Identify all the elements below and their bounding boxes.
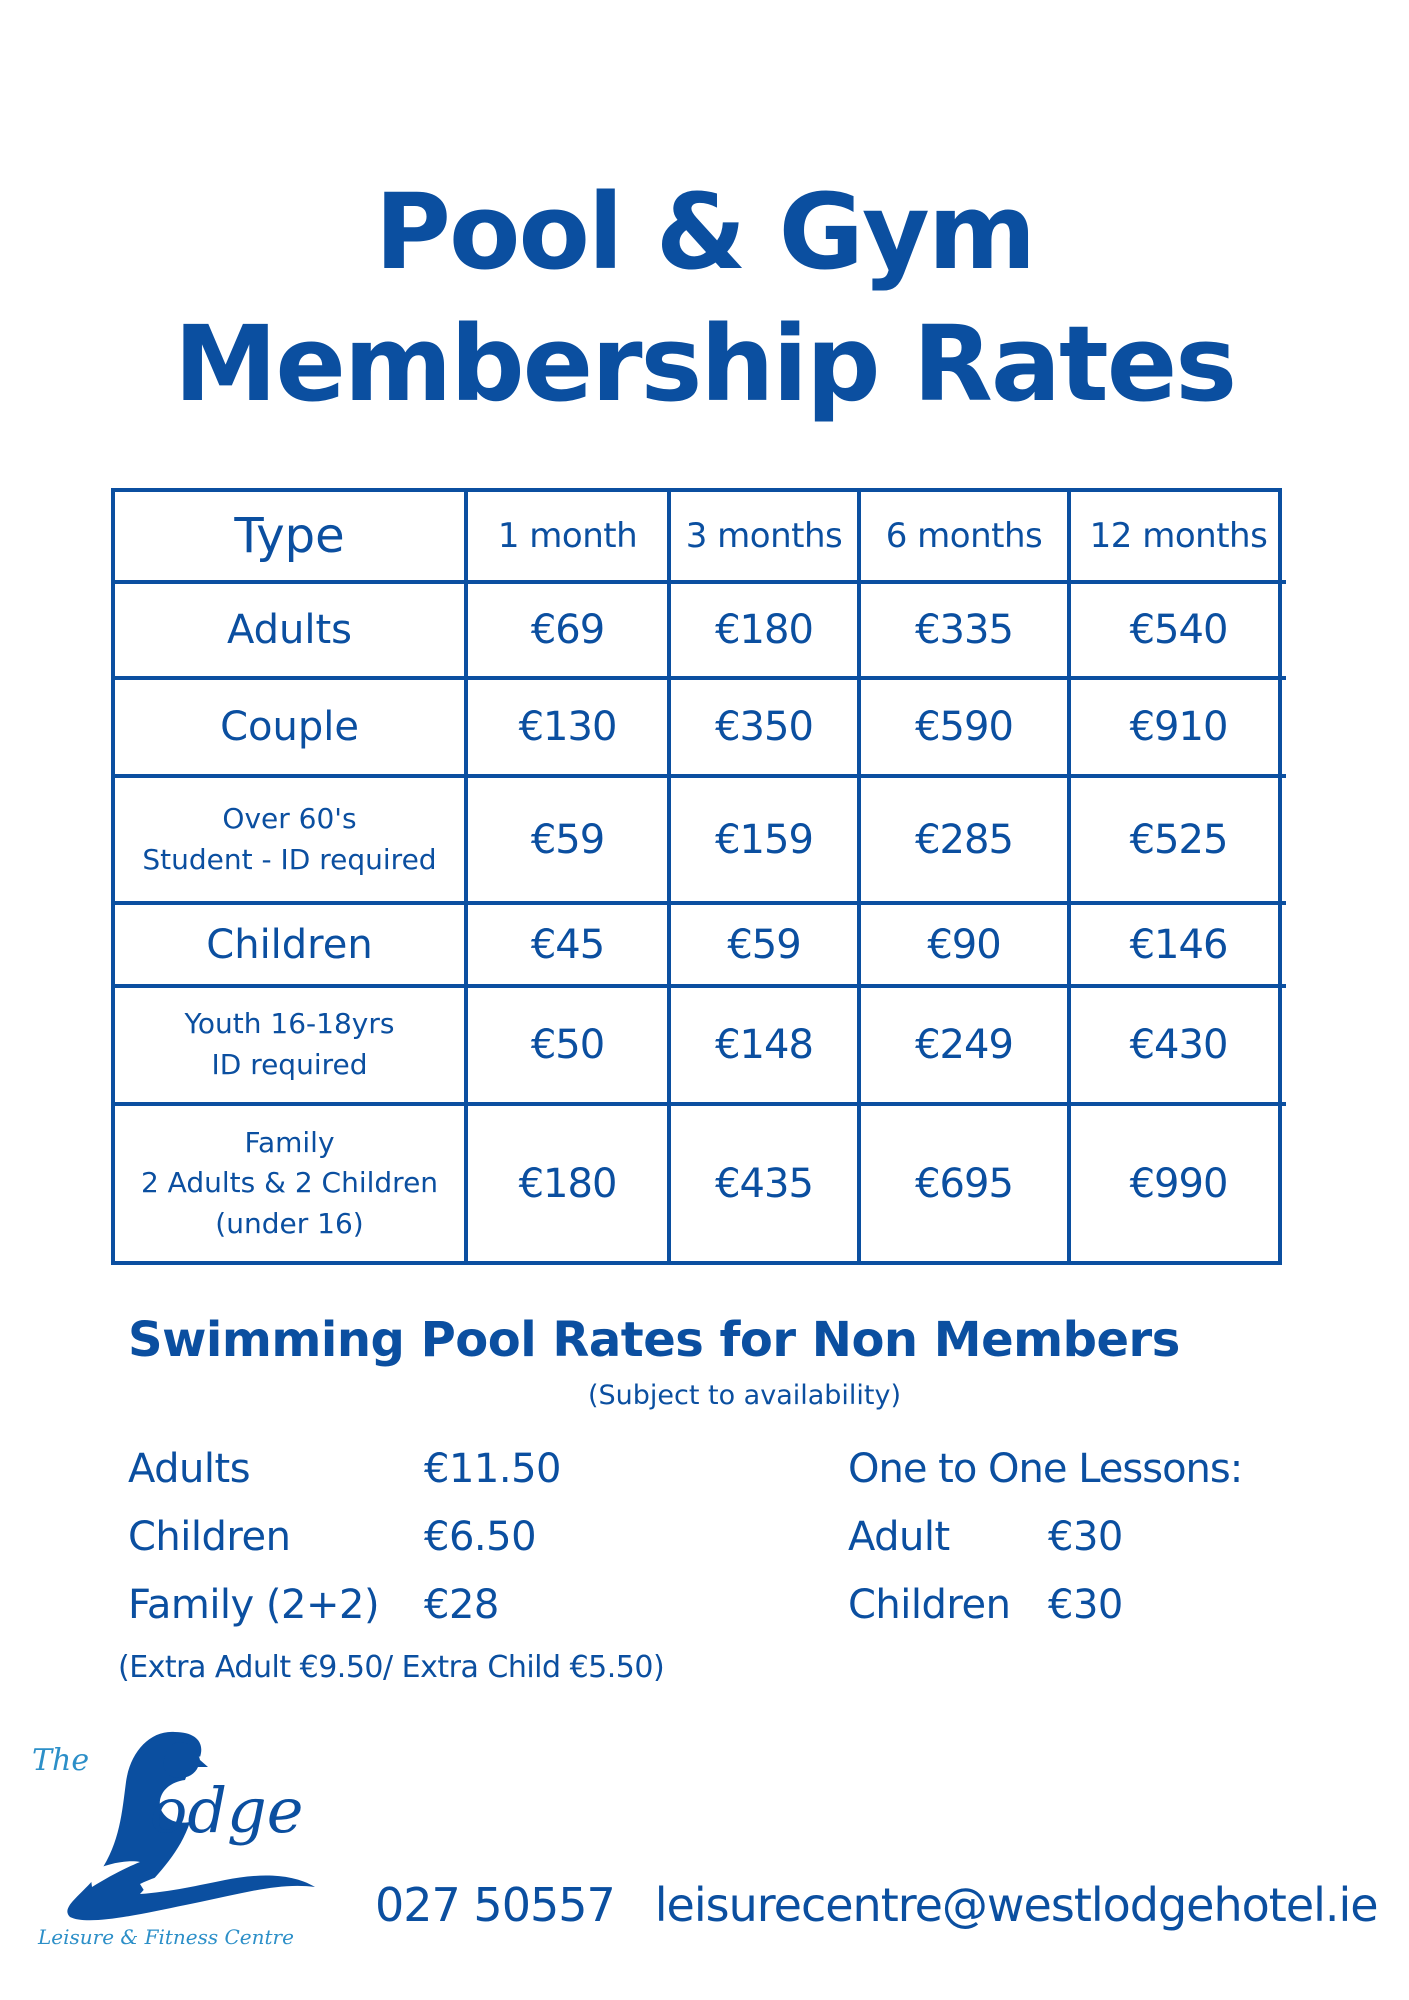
type-cell: Youth 16-18yrs ID required bbox=[115, 984, 468, 1106]
price-cell: €990 bbox=[1067, 1102, 1286, 1261]
lodge-logo: odge The Leisure & Fitness Centre bbox=[30, 1712, 330, 1972]
table-header-row: Type 1 month 3 months 6 months 12 months bbox=[115, 492, 1286, 584]
type-cell: Children bbox=[115, 901, 468, 988]
price-cell: €90 bbox=[857, 901, 1071, 988]
header-3-months: 3 months bbox=[667, 492, 861, 584]
rate-price: €11.50 bbox=[424, 1446, 561, 1492]
page-title-line-2: Membership Rates bbox=[173, 303, 1237, 425]
type-label-line: Family bbox=[244, 1125, 335, 1159]
price-cell: €146 bbox=[1067, 901, 1286, 988]
header-12-months: 12 months bbox=[1067, 492, 1286, 584]
rate-label: Family (2+2) bbox=[128, 1582, 380, 1628]
rate-price: €6.50 bbox=[424, 1514, 537, 1560]
type-cell: Couple bbox=[115, 676, 468, 778]
table-row-family: Family 2 Adults & 2 Children (under 16) … bbox=[115, 1102, 1286, 1261]
price-cell: €180 bbox=[464, 1102, 671, 1261]
non-members-title: Swimming Pool Rates for Non Members bbox=[128, 1312, 1180, 1368]
svg-text:Leisure & Fitness Centre: Leisure & Fitness Centre bbox=[37, 1925, 294, 1949]
list-item: Adults €11.50 bbox=[128, 1435, 624, 1503]
price-cell: €285 bbox=[857, 774, 1071, 905]
type-cell: Family 2 Adults & 2 Children (under 16) bbox=[115, 1102, 468, 1261]
type-label-line: Youth 16-18yrs bbox=[184, 1007, 395, 1041]
type-cell: Over 60's Student - ID required bbox=[115, 774, 468, 905]
lesson-price: €30 bbox=[1048, 1582, 1123, 1628]
price-cell: €59 bbox=[667, 901, 861, 988]
list-item: Family (2+2) €28 bbox=[128, 1571, 624, 1639]
svg-text:The: The bbox=[32, 1743, 89, 1778]
type-label: Couple bbox=[220, 704, 359, 750]
type-label-line: Student - ID required bbox=[142, 842, 437, 876]
table-row-children: Children €45 €59 €90 €146 bbox=[115, 901, 1286, 988]
lessons-title: One to One Lessons: bbox=[848, 1446, 1243, 1492]
table-row-couple: Couple €130 €350 €590 €910 bbox=[115, 676, 1286, 778]
rate-price: €28 bbox=[424, 1582, 499, 1628]
price-cell: €130 bbox=[464, 676, 671, 778]
email-address[interactable]: leisurecentre@westlodgehotel.ie bbox=[654, 1878, 1379, 1932]
swan-icon: odge The Leisure & Fitness Centre bbox=[32, 1731, 315, 1949]
price-cell: €59 bbox=[464, 774, 671, 905]
price-cell: €180 bbox=[667, 580, 861, 680]
type-cell: Adults bbox=[115, 580, 468, 680]
price-cell: €159 bbox=[667, 774, 861, 905]
header-6-months: 6 months bbox=[857, 492, 1071, 584]
price-cell: €249 bbox=[857, 984, 1071, 1106]
price-cell: €148 bbox=[667, 984, 861, 1106]
svg-text:odge: odge bbox=[150, 1774, 303, 1847]
type-label-line: ID required bbox=[211, 1048, 368, 1081]
price-cell: €695 bbox=[857, 1102, 1071, 1261]
header-type: Type bbox=[115, 492, 468, 584]
table-row-adults: Adults €69 €180 €335 €540 bbox=[115, 580, 1286, 680]
type-label: Adults bbox=[226, 607, 353, 653]
type-label: Children bbox=[206, 921, 373, 968]
extra-person-note: (Extra Adult €9.50/ Extra Child €5.50) bbox=[118, 1650, 665, 1685]
phone-number[interactable]: 027 50557 bbox=[375, 1878, 616, 1932]
price-cell: €525 bbox=[1067, 774, 1286, 905]
price-cell: €45 bbox=[464, 901, 671, 988]
price-cell: €335 bbox=[857, 580, 1071, 680]
price-cell: €350 bbox=[667, 676, 861, 778]
price-cell: €430 bbox=[1067, 984, 1286, 1106]
price-cell: €590 bbox=[857, 676, 1071, 778]
table-row-youth: Youth 16-18yrs ID required €50 €148 €249… bbox=[115, 984, 1286, 1106]
price-cell: €540 bbox=[1067, 580, 1286, 680]
non-members-subtitle: (Subject to availability) bbox=[587, 1380, 902, 1411]
lesson-label: Children bbox=[848, 1582, 1011, 1628]
contact-info: 027 50557 leisurecentre@westlodgehotel.i… bbox=[375, 1878, 1379, 1932]
type-label-line: Over 60's bbox=[222, 801, 357, 835]
type-label-line: (under 16) bbox=[215, 1206, 364, 1240]
lesson-label: Adult bbox=[848, 1514, 950, 1560]
price-cell: €910 bbox=[1067, 676, 1286, 778]
table-row-over-60-student: Over 60's Student - ID required €59 €159… bbox=[115, 774, 1286, 905]
price-cell: €435 bbox=[667, 1102, 861, 1261]
price-cell: €50 bbox=[464, 984, 671, 1106]
list-item: Children €30 bbox=[848, 1571, 1242, 1639]
list-item: Adult €30 bbox=[848, 1503, 1242, 1571]
rate-label: Children bbox=[128, 1514, 291, 1560]
non-members-rates-list: Adults €11.50 Children €6.50 Family (2+2… bbox=[128, 1435, 624, 1639]
price-cell: €69 bbox=[464, 580, 671, 680]
list-item: Children €6.50 bbox=[128, 1503, 624, 1571]
rate-label: Adults bbox=[128, 1446, 251, 1492]
page-title-line-1: Pool & Gym bbox=[374, 171, 1036, 293]
lesson-price: €30 bbox=[1048, 1514, 1123, 1560]
one-to-one-lessons: One to One Lessons: Adult €30 Children €… bbox=[848, 1435, 1243, 1639]
membership-rates-table: Type 1 month 3 months 6 months 12 months… bbox=[111, 488, 1286, 1265]
header-1-month: 1 month bbox=[464, 492, 671, 584]
type-label-line: 2 Adults & 2 Children bbox=[140, 1166, 439, 1200]
